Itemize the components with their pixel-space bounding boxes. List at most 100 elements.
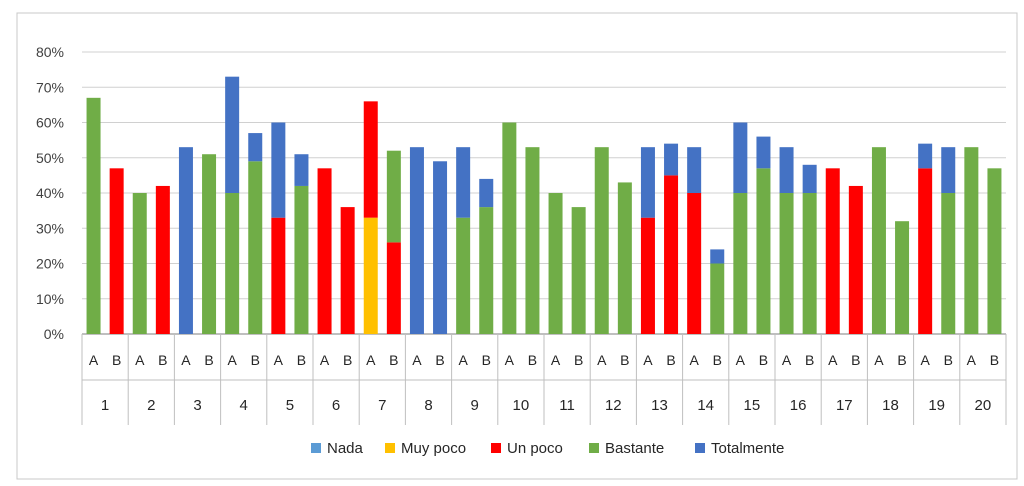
bar-segment	[271, 122, 286, 218]
y-tick-label: 50%	[36, 150, 64, 166]
x-subcategory-label: A	[828, 352, 838, 368]
bar-segment	[155, 185, 170, 334]
x-subcategory-label: B	[158, 352, 167, 368]
x-subcategory-label: A	[597, 352, 607, 368]
legend-swatch	[589, 443, 599, 453]
x-subcategory-label: B	[851, 352, 860, 368]
bar-segment	[409, 147, 424, 334]
y-tick-label: 80%	[36, 44, 64, 60]
bar-segment	[756, 168, 771, 334]
legend-label: Muy poco	[401, 440, 466, 457]
bar-segment	[363, 101, 378, 218]
x-subcategory-label: B	[944, 352, 953, 368]
x-subcategory-label: B	[897, 352, 906, 368]
legend-label: Nada	[327, 440, 364, 457]
x-subcategory-label: B	[343, 352, 352, 368]
x-group-label: 13	[651, 397, 668, 414]
bar-segment	[132, 193, 147, 334]
x-group-label: 18	[882, 397, 899, 414]
bar-segment	[294, 185, 309, 334]
bar-segment	[525, 147, 540, 334]
x-group-label: 9	[471, 397, 479, 414]
bar-segment	[918, 168, 933, 334]
bar-segment	[941, 147, 956, 193]
bar-segment	[386, 150, 401, 243]
bar-segment	[710, 263, 725, 334]
bar-segment	[918, 143, 933, 169]
x-subcategory-label: A	[551, 352, 561, 368]
x-subcategory-label: A	[274, 352, 284, 368]
x-subcategory-label: A	[643, 352, 653, 368]
bar-segment	[248, 133, 263, 162]
y-tick-label: 70%	[36, 79, 64, 95]
x-group-label: 14	[697, 397, 714, 414]
y-tick-label: 60%	[36, 115, 64, 131]
bar-segment	[964, 147, 979, 334]
bar-segment	[617, 182, 632, 334]
y-tick-label: 10%	[36, 291, 64, 307]
x-subcategory-label: A	[874, 352, 884, 368]
x-group-label: 11	[559, 397, 575, 414]
bar-segment	[848, 185, 863, 334]
x-subcategory-label: B	[112, 352, 121, 368]
y-tick-label: 30%	[36, 220, 64, 236]
x-subcategory-label: B	[574, 352, 583, 368]
x-group-label: 15	[744, 397, 761, 414]
bar-segment	[178, 147, 193, 334]
x-subcategory-label: A	[412, 352, 422, 368]
x-group-label: 2	[147, 397, 155, 414]
legend: Nada Muy poco Un poco Bastante Totalmente	[311, 440, 784, 457]
x-subcategory-label: A	[689, 352, 699, 368]
bar-segment	[687, 193, 702, 334]
bar-segment	[895, 221, 910, 334]
x-subcategory-label: A	[967, 352, 977, 368]
x-subcategory-label: B	[528, 352, 537, 368]
y-tick-label: 0%	[44, 326, 64, 342]
legend-swatch	[695, 443, 705, 453]
legend-swatch	[311, 443, 321, 453]
x-group-label: 12	[605, 397, 622, 414]
bar-segment	[733, 193, 748, 334]
bar-segment	[502, 122, 517, 334]
bar-segment	[271, 217, 286, 334]
bar-segment	[664, 175, 679, 334]
bar-segment	[733, 122, 748, 193]
bar-segment	[479, 207, 494, 334]
bar-segment	[987, 168, 1002, 334]
y-tick-label: 20%	[36, 256, 64, 272]
legend-swatch	[491, 443, 501, 453]
legend-label: Un poco	[507, 440, 563, 457]
bar-segment	[386, 242, 401, 334]
x-subcategory-label: B	[805, 352, 814, 368]
x-subcategory-label: B	[251, 352, 260, 368]
y-axis-ticks: 0% 10% 20% 30% 40% 50% 60% 70% 80%	[36, 44, 64, 342]
bar-segment	[202, 154, 217, 334]
bar-segment	[456, 147, 471, 218]
bar-segment	[779, 147, 794, 193]
x-subcategory-label: B	[713, 352, 722, 368]
bar-segment	[710, 249, 725, 264]
x-subcategory-label: A	[227, 352, 237, 368]
x-subcategory-label: A	[135, 352, 145, 368]
y-tick-label: 40%	[36, 185, 64, 201]
bar-segment	[225, 193, 240, 334]
bar-segment	[479, 178, 494, 208]
bar-segment	[456, 217, 471, 334]
x-group-label: 17	[836, 397, 853, 414]
bar-segment	[825, 168, 840, 334]
bar-segment	[941, 193, 956, 334]
bar-segment	[109, 168, 124, 334]
bar-segment	[802, 193, 817, 334]
x-group-label: 19	[928, 397, 945, 414]
legend-label: Bastante	[605, 440, 664, 457]
bar-segment	[664, 143, 679, 176]
bar-segment	[640, 147, 655, 218]
x-group-label: 5	[286, 397, 294, 414]
x-group-label: 7	[378, 397, 386, 414]
x-group-label: 6	[332, 397, 340, 414]
x-subcategory-label: A	[920, 352, 930, 368]
x-subcategory-label: B	[482, 352, 491, 368]
bar-segment	[294, 154, 309, 186]
